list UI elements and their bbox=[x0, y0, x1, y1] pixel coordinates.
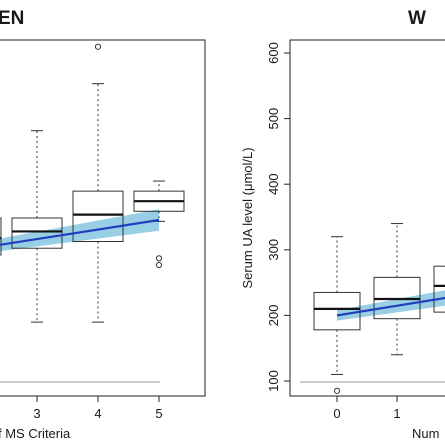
x-tick-label: 3 bbox=[33, 406, 40, 421]
trend-confidence-band bbox=[0, 209, 159, 252]
box-iqr bbox=[72, 190, 124, 243]
y-tick-label: 200 bbox=[266, 305, 281, 327]
left-x-axis: 3 4 5 bbox=[33, 396, 163, 421]
left-panel: EN 3 4 5 f MS Criteria bbox=[0, 8, 206, 441]
y-tick-label: 500 bbox=[266, 108, 281, 130]
outlier-point bbox=[155, 255, 163, 262]
box-1 bbox=[373, 223, 421, 356]
x-tick-label: 1 bbox=[393, 406, 400, 421]
right-plot-frame bbox=[289, 39, 445, 397]
x-tick-label: 4 bbox=[94, 406, 101, 421]
box-1 bbox=[11, 130, 63, 323]
y-tick-label: 300 bbox=[266, 239, 281, 261]
right-panel-title: W bbox=[408, 8, 426, 29]
x-tick-label: 0 bbox=[333, 406, 340, 421]
outlier-point bbox=[333, 387, 341, 394]
y-tick-label: 100 bbox=[266, 370, 281, 392]
x-tick-label: 5 bbox=[155, 406, 162, 421]
left-x-axis-label: f MS Criteria bbox=[0, 426, 71, 441]
box-0 bbox=[313, 236, 361, 394]
outlier-point bbox=[94, 43, 102, 50]
box-iqr bbox=[433, 265, 445, 313]
box-iqr bbox=[11, 217, 63, 249]
box-2 bbox=[433, 265, 445, 313]
box-0 bbox=[0, 217, 2, 256]
trend-line bbox=[336, 296, 445, 317]
right-plot-content bbox=[300, 223, 445, 394]
trend-line bbox=[0, 218, 160, 246]
right-x-axis-label: Num bbox=[412, 426, 439, 441]
left-plot-content bbox=[0, 43, 185, 383]
y-tick-label: 400 bbox=[266, 173, 281, 195]
box-3 bbox=[133, 180, 185, 269]
y-tick-label: 600 bbox=[266, 42, 281, 64]
box-iqr bbox=[0, 217, 2, 256]
trend-confidence-band bbox=[337, 290, 445, 321]
outlier-point bbox=[155, 261, 163, 269]
box-2 bbox=[72, 43, 124, 323]
left-panel-title: EN bbox=[0, 8, 24, 29]
right-y-axis: 100 200 300 400 500 600 bbox=[266, 42, 290, 392]
right-y-axis-label: Serum UA level (μmol/L) bbox=[240, 147, 255, 288]
